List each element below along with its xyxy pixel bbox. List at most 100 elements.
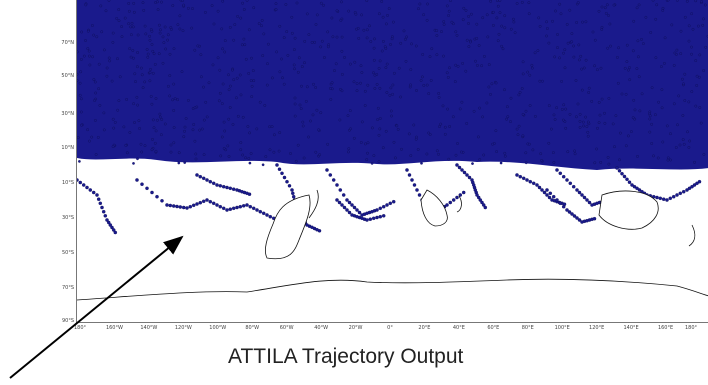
trajectory-particle xyxy=(105,74,109,78)
trajectory-particle xyxy=(193,139,197,143)
trajectory-particle xyxy=(389,86,393,90)
trajectory-particle xyxy=(330,16,334,20)
trajectory-particle xyxy=(697,24,700,28)
trajectory-particle xyxy=(340,49,344,53)
trajectory-particle xyxy=(105,66,109,70)
trajectory-particle xyxy=(112,126,116,130)
trajectory-particle xyxy=(524,151,528,155)
trajectory-particle xyxy=(475,37,479,40)
trajectory-particle xyxy=(492,24,495,27)
trajectory-particle xyxy=(262,32,266,36)
trajectory-particle xyxy=(586,120,590,124)
trajectory-particle xyxy=(426,2,429,6)
trajectory-particle xyxy=(577,43,581,47)
trajectory-particle xyxy=(571,184,576,189)
trajectory-particle xyxy=(335,35,339,39)
trajectory-particle xyxy=(212,22,216,26)
trajectory-particle xyxy=(485,13,489,17)
trajectory-particle xyxy=(144,32,148,36)
trajectory-particle xyxy=(603,6,607,10)
trajectory-particle xyxy=(205,115,209,119)
trajectory-particle xyxy=(685,188,689,192)
trajectory-particle xyxy=(526,70,530,74)
trajectory-particle xyxy=(575,21,578,24)
trajectory-particle xyxy=(77,79,79,82)
trajectory-particle xyxy=(567,210,572,214)
trajectory-particle xyxy=(561,174,566,179)
trajectory-particle xyxy=(483,205,488,210)
trajectory-particle xyxy=(280,57,283,61)
trajectory-particle xyxy=(131,49,135,52)
trajectory-particle xyxy=(586,134,590,138)
trajectory-particle xyxy=(481,203,486,207)
trajectory-particle xyxy=(613,145,616,149)
trajectory-particle xyxy=(652,154,655,158)
trajectory-particle xyxy=(178,205,183,209)
trajectory-particle xyxy=(250,84,254,88)
trajectory-particle xyxy=(430,47,434,51)
trajectory-particle xyxy=(90,135,94,139)
trajectory-particle xyxy=(231,206,236,211)
trajectory-particle xyxy=(241,204,246,208)
trajectory-particle xyxy=(182,135,186,139)
trajectory-particle xyxy=(289,152,292,155)
madagascar-coast xyxy=(456,195,462,213)
trajectory-particle xyxy=(198,174,203,179)
trajectory-particle xyxy=(572,214,577,218)
trajectory-particle xyxy=(628,66,631,69)
trajectory-particle xyxy=(140,66,143,70)
trajectory-particle xyxy=(362,28,366,32)
trajectory-particle xyxy=(297,56,301,60)
trajectory-particle xyxy=(225,208,229,212)
trajectory-particle xyxy=(169,143,173,147)
trajectory-particle xyxy=(115,17,119,20)
trajectory-particle xyxy=(113,121,117,124)
trajectory-particle xyxy=(218,91,222,95)
trajectory-particle xyxy=(399,95,402,99)
trajectory-particle xyxy=(79,70,83,74)
trajectory-particle xyxy=(565,23,569,26)
trajectory-particle xyxy=(277,167,282,171)
trajectory-particle xyxy=(323,56,326,59)
trajectory-particle xyxy=(345,208,349,212)
trajectory-particle xyxy=(495,16,499,20)
trajectory-particle xyxy=(683,99,687,102)
trajectory-particle xyxy=(363,89,367,93)
trajectory-particle xyxy=(105,218,109,222)
trajectory-particle xyxy=(242,37,246,41)
trajectory-particle xyxy=(630,183,634,187)
trajectory-particle xyxy=(547,195,552,200)
trajectory-particle xyxy=(675,193,679,197)
trajectory-particle xyxy=(258,209,263,214)
trajectory-particle xyxy=(222,147,226,150)
trajectory-particle xyxy=(208,179,213,184)
trajectory-particle xyxy=(648,114,652,118)
longitude-tick-label: 180° xyxy=(684,325,698,331)
trajectory-particle xyxy=(165,203,169,207)
trajectory-particle xyxy=(573,152,577,156)
trajectory-particle xyxy=(77,136,80,139)
trajectory-particle xyxy=(576,102,580,106)
trajectory-particle xyxy=(545,188,549,192)
trajectory-particle xyxy=(352,136,356,140)
trajectory-particle xyxy=(660,88,664,92)
trajectory-particle xyxy=(515,173,519,177)
trajectory-particle xyxy=(210,4,214,7)
trajectory-particle xyxy=(458,107,462,111)
trajectory-particle xyxy=(343,56,346,59)
trajectory-particle xyxy=(476,64,479,67)
trajectory-particle xyxy=(159,28,162,32)
trajectory-particle xyxy=(607,14,610,17)
trajectory-particle xyxy=(661,6,665,10)
trajectory-particle xyxy=(454,153,458,157)
trajectory-particle xyxy=(190,26,194,30)
trajectory-particle xyxy=(570,40,574,44)
trajectory-particle xyxy=(528,142,531,146)
trajectory-particle xyxy=(570,212,574,216)
trajectory-particle xyxy=(461,62,464,65)
trajectory-particle xyxy=(293,114,297,118)
trajectory-particle xyxy=(298,103,302,107)
trajectory-particle xyxy=(151,138,154,141)
trajectory-particle xyxy=(205,198,209,202)
